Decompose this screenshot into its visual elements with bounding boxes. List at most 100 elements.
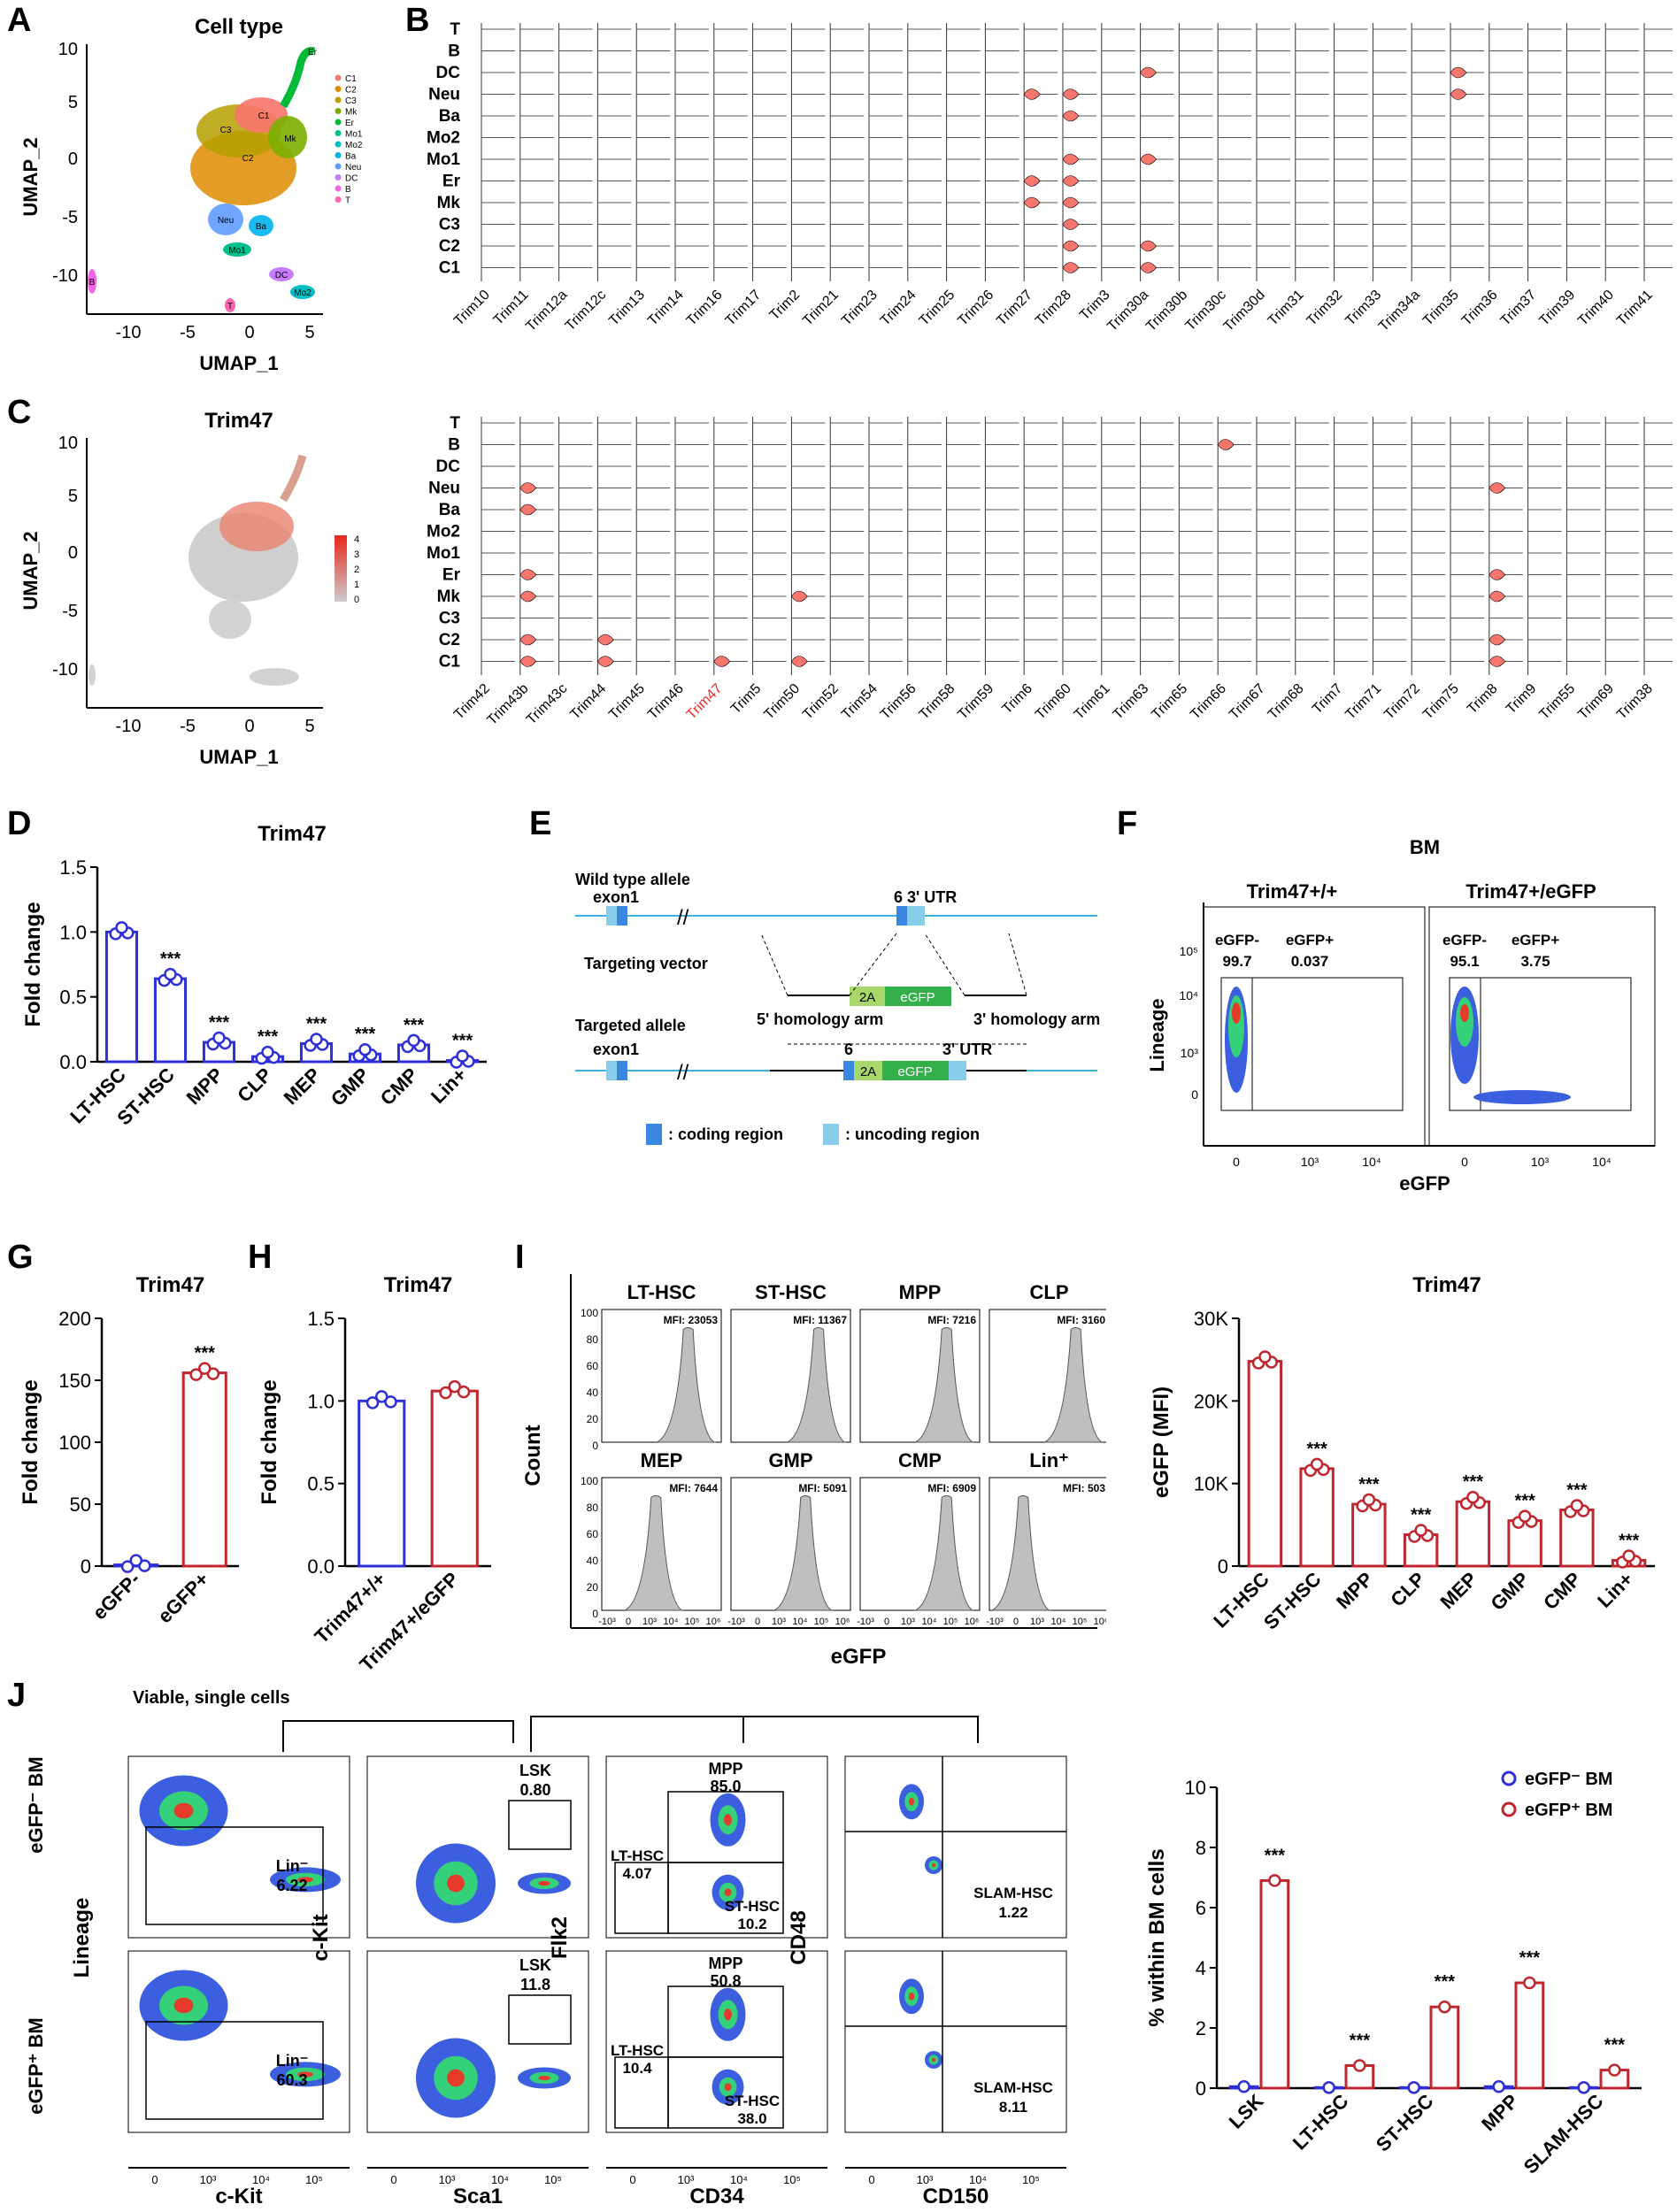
chart-ylabel: eGFP (MFI) [1150,1386,1173,1498]
data-point [365,1396,380,1409]
violin-shape [1489,569,1506,580]
flow-f-xtick: 0 [1461,1155,1468,1169]
chart-ytick-label: 0 [81,1555,91,1578]
panel-label-f: F [1117,805,1138,842]
bar [430,1389,479,1568]
wt-exon1-label: exon1 [593,888,639,906]
legend-label: C1 [345,74,357,84]
violin-grid-top: TBDCNeuBaMo2Mo1ErMkC3C2C1Trim10Trim11Tri… [427,20,1673,334]
arm5-label: 5' homology arm [757,1010,883,1028]
hist-mfi: MFI: 11367 [793,1314,847,1326]
violin-shape [1140,262,1157,273]
cluster-label: DC [275,271,288,280]
flow-j-xlabel: Sca1 [453,2185,503,2208]
data-point [1353,2059,1366,2072]
flow-plot-frame [605,1755,828,1939]
violin-shape [713,656,731,667]
cluster-neu-blob [208,204,243,235]
violin-gene-label: Trim32 [1304,288,1346,329]
bar [1507,1519,1542,1568]
data-point [1570,1499,1584,1512]
chart-xtick-label: CLP [233,1064,276,1107]
flow-j-header: Viable, single cells [133,1688,290,1708]
cluster-mk-blob [268,116,307,158]
bar [1247,1360,1283,1568]
significance-mark: *** [209,1013,230,1033]
significance-mark: *** [1435,1972,1456,1992]
umap-c-b-cloud [88,664,96,686]
hist-xtick-label: 10³ [642,1617,657,1627]
tg-egfp-box [882,1061,949,1080]
bar [1259,1878,1290,2090]
vector-crossover-line [849,933,897,996]
gate-egfp-pos-1 [1251,977,1404,1111]
bar [153,977,188,1064]
cluster-mo1-blob [223,242,251,257]
data-point [407,1033,420,1048]
flow-f-xtick: 10⁴ [1592,1155,1612,1169]
flow-f-xtick: 10⁴ [1362,1155,1381,1169]
flow-j-ylabel: Lineage [70,1898,94,1978]
flow-gate-value: 11.8 [520,1976,550,1993]
umap-cell-type-plot: Cell type UMAP_1 UMAP_2 10 5 0 -5 -10 -1… [19,15,363,374]
histogram-grid-i: Count eGFP LT-HSC MFI: 23053 100 80 60 40 20 0 ST-… [522,1274,1106,1669]
data-point [384,1395,397,1409]
flow-gate-value: 85.0 [710,1778,741,1795]
arm3-label: 3' homology arm [973,1010,1100,1028]
violin-row-label: Er [442,173,461,191]
hist-mfi: MFI: 3160 [1057,1314,1105,1326]
chart-xtick-label: LSK [1225,2090,1268,2133]
hist-ytick-label: 40 [587,1386,599,1399]
hist-xtick-label: 10³ [772,1617,786,1627]
violin-shape [1062,196,1080,209]
flow-gate-value: 8.11 [999,2099,1027,2116]
hist-ylabel: Count [522,1425,545,1486]
violin-gene-label: Trim69 [1575,681,1617,723]
hist-xtick-label: 10⁶ [1094,1617,1106,1627]
data-point [310,1033,323,1046]
cluster-label: B [89,278,96,288]
violin-gene-label: Trim54 [839,681,881,723]
violin-gene-label: Trim31 [1265,288,1307,329]
chart-ytick-label: 8 [1196,1837,1206,1859]
violin-gene-label: Trim14 [645,288,687,329]
flow-f-plot1-title: Trim47+/+ [1247,880,1338,902]
data-point [1466,1490,1480,1504]
flow-density [908,1797,915,1806]
chart-title: Trim47 [1412,1273,1481,1297]
flow-density [173,1997,194,2014]
chart-xtick-label: eGFP+ [153,1568,212,1627]
violin-row-label: C3 [439,610,460,628]
violin-gene-label: Trim47 [684,681,726,723]
chart-ylabel: % within BM cells [1145,1848,1169,2026]
violin-gene-label: Trim37 [1498,288,1540,329]
flow-gate-name: MPP [708,1760,742,1778]
violin-gene-label: Trim66 [1188,681,1229,723]
violin-gene-label: Trim34a [1376,288,1423,334]
flow-plot-frame [844,1950,1067,2133]
data-point [120,1560,135,1573]
flow-j-xtick: 10³ [439,2173,456,2186]
violin-gene-label: Trim13 [606,288,648,329]
violin-gene-label: Trim55 [1536,681,1578,723]
violin-gene-label: Trim26 [955,288,996,329]
violin-shape [1140,66,1157,79]
violin-grid-bottom: TBDCNeuBaMo2Mo1ErMkC3C2C1Trim42Trim43bTr… [427,414,1673,728]
data-point [1362,1493,1376,1507]
data-point [189,1368,203,1381]
violin-row-label: DC [436,457,461,476]
flow-j-xtick: 10³ [917,2173,934,2186]
chart-title: Trim47 [136,1273,204,1297]
data-point [448,1379,461,1394]
flow-j-xtick: 10⁴ [491,2173,509,2186]
hist-mfi: MFI: 503 [1063,1482,1105,1494]
chart-xtick-label: CMP [376,1064,422,1110]
chart-ytick-label: 100 [58,1432,91,1454]
significance-mark: *** [1350,2032,1371,2051]
flow-gate-name: ST-HSC [725,2093,780,2109]
violin-gene-label: Trim30a [1104,288,1151,334]
flow-f-pos-label: eGFP+ [1512,932,1559,949]
panel-label-c: C [7,394,32,431]
chart-xtick-label: ST-HSC [1372,2090,1438,2156]
